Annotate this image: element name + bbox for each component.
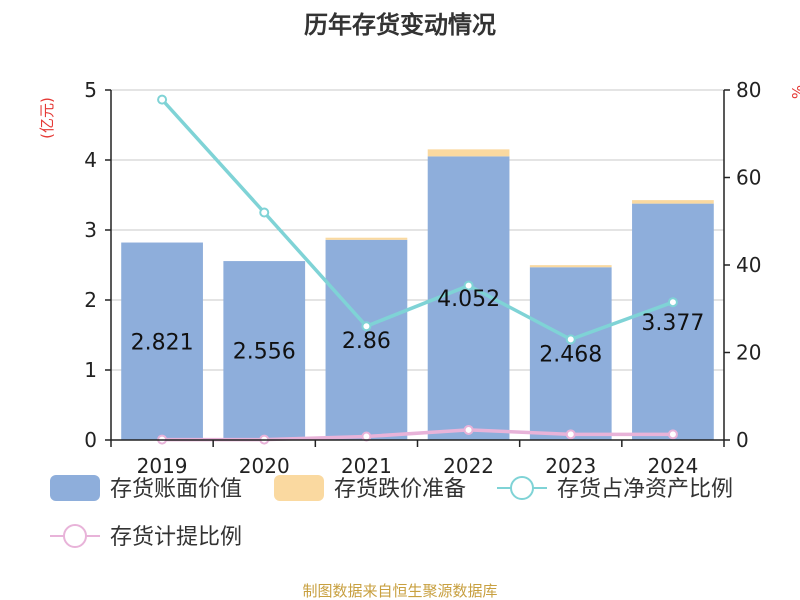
line-inventory-to-net-assets-point [361,321,372,332]
bar-inventory-impairment [632,200,714,204]
line-impairment-ratio-point [565,429,576,440]
axes: 0 1 2 3 4 5 0 20 40 60 80 2019 2020 2021 2022 2023 2024 [84,78,761,478]
y-left-tick-label: 4 [84,148,97,172]
line-inventory-to-net-assets-point [259,207,270,218]
legend-swatch [50,475,100,501]
x-tick-label: 2022 [443,454,494,478]
bar-data-label: 2.821 [131,330,194,355]
bar-inventory-impairment [529,265,612,268]
line-inventory-to-net-assets-point [565,334,576,345]
x-tick-label: 2019 [137,454,188,478]
x-tick-label: 2021 [341,454,392,478]
bar-data-label: 2.556 [233,340,296,365]
legend-label: 存货计提比例 [110,525,242,550]
legend-swatch-marker [63,524,87,548]
bar-inventory-impairment [427,149,510,157]
y-right-tick-label: 0 [736,428,749,452]
bar-inventory-book-value [325,239,408,440]
y-left-tick-label: 1 [84,358,97,382]
legend-swatch-marker [510,476,534,500]
y-left-tick-label: 3 [84,218,97,242]
y-left-tick-label: 2 [84,288,97,312]
legend-impairment-ratio: 存货计提比例 [50,524,242,550]
bar-inventory-book-value [121,242,203,440]
legend-inventory-impairment: 存货跌价准备 [274,475,466,502]
x-tick-label: 2020 [239,454,290,478]
bar-data-label: 3.377 [641,311,704,336]
line-inventory-to-net-assets-point [667,297,678,308]
y-left-tick-label: 5 [84,78,97,102]
bar-data-label: 2.468 [539,343,602,368]
bar-inventory-book-value [223,261,306,440]
legend-inventory-to-net-assets: 存货占净资产比例 [497,476,733,502]
legend-label: 存货账面价值 [110,477,242,502]
bar-data-label: 2.86 [342,329,391,354]
bar-inventory-book-value [529,267,612,440]
bar-data-label: 4.052 [437,287,500,312]
legend-inventory-book-value: 存货账面价值 [50,475,242,502]
line-impairment-ratio-point [667,429,678,440]
line-inventory-to-net-assets [160,98,674,342]
line-inventory-to-net-assets-point [157,94,168,105]
legend-label: 存货占净资产比例 [557,477,733,502]
line-impairment-ratio-point [463,424,474,435]
legend-swatch [274,475,324,501]
chart-title: 历年存货变动情况 [304,11,496,39]
legend-label: 存货跌价准备 [334,477,466,502]
x-tick-label: 2024 [647,454,698,478]
bar-inventory-impairment [325,237,408,240]
y-right-tick-label: 60 [736,166,761,190]
bars [121,149,714,441]
data-labels: 2.821 2.556 2.86 4.052 2.468 3.377 [131,287,705,367]
bar-inventory-book-value [632,203,714,440]
gridlines [111,89,724,371]
y-right-tick-label: 40 [736,253,761,277]
y-axis-right-unit: % [789,85,800,99]
y-right-tick-label: 80 [736,78,761,102]
y-axis-left-unit: (亿元) [38,97,56,139]
source-text: 制图数据来自恒生聚源数据库 [302,582,497,600]
x-tick-label: 2023 [545,454,596,478]
y-left-tick-label: 0 [84,428,97,452]
line-inventory-to-net-assets-point [463,280,474,291]
y-right-tick-label: 20 [736,341,761,365]
